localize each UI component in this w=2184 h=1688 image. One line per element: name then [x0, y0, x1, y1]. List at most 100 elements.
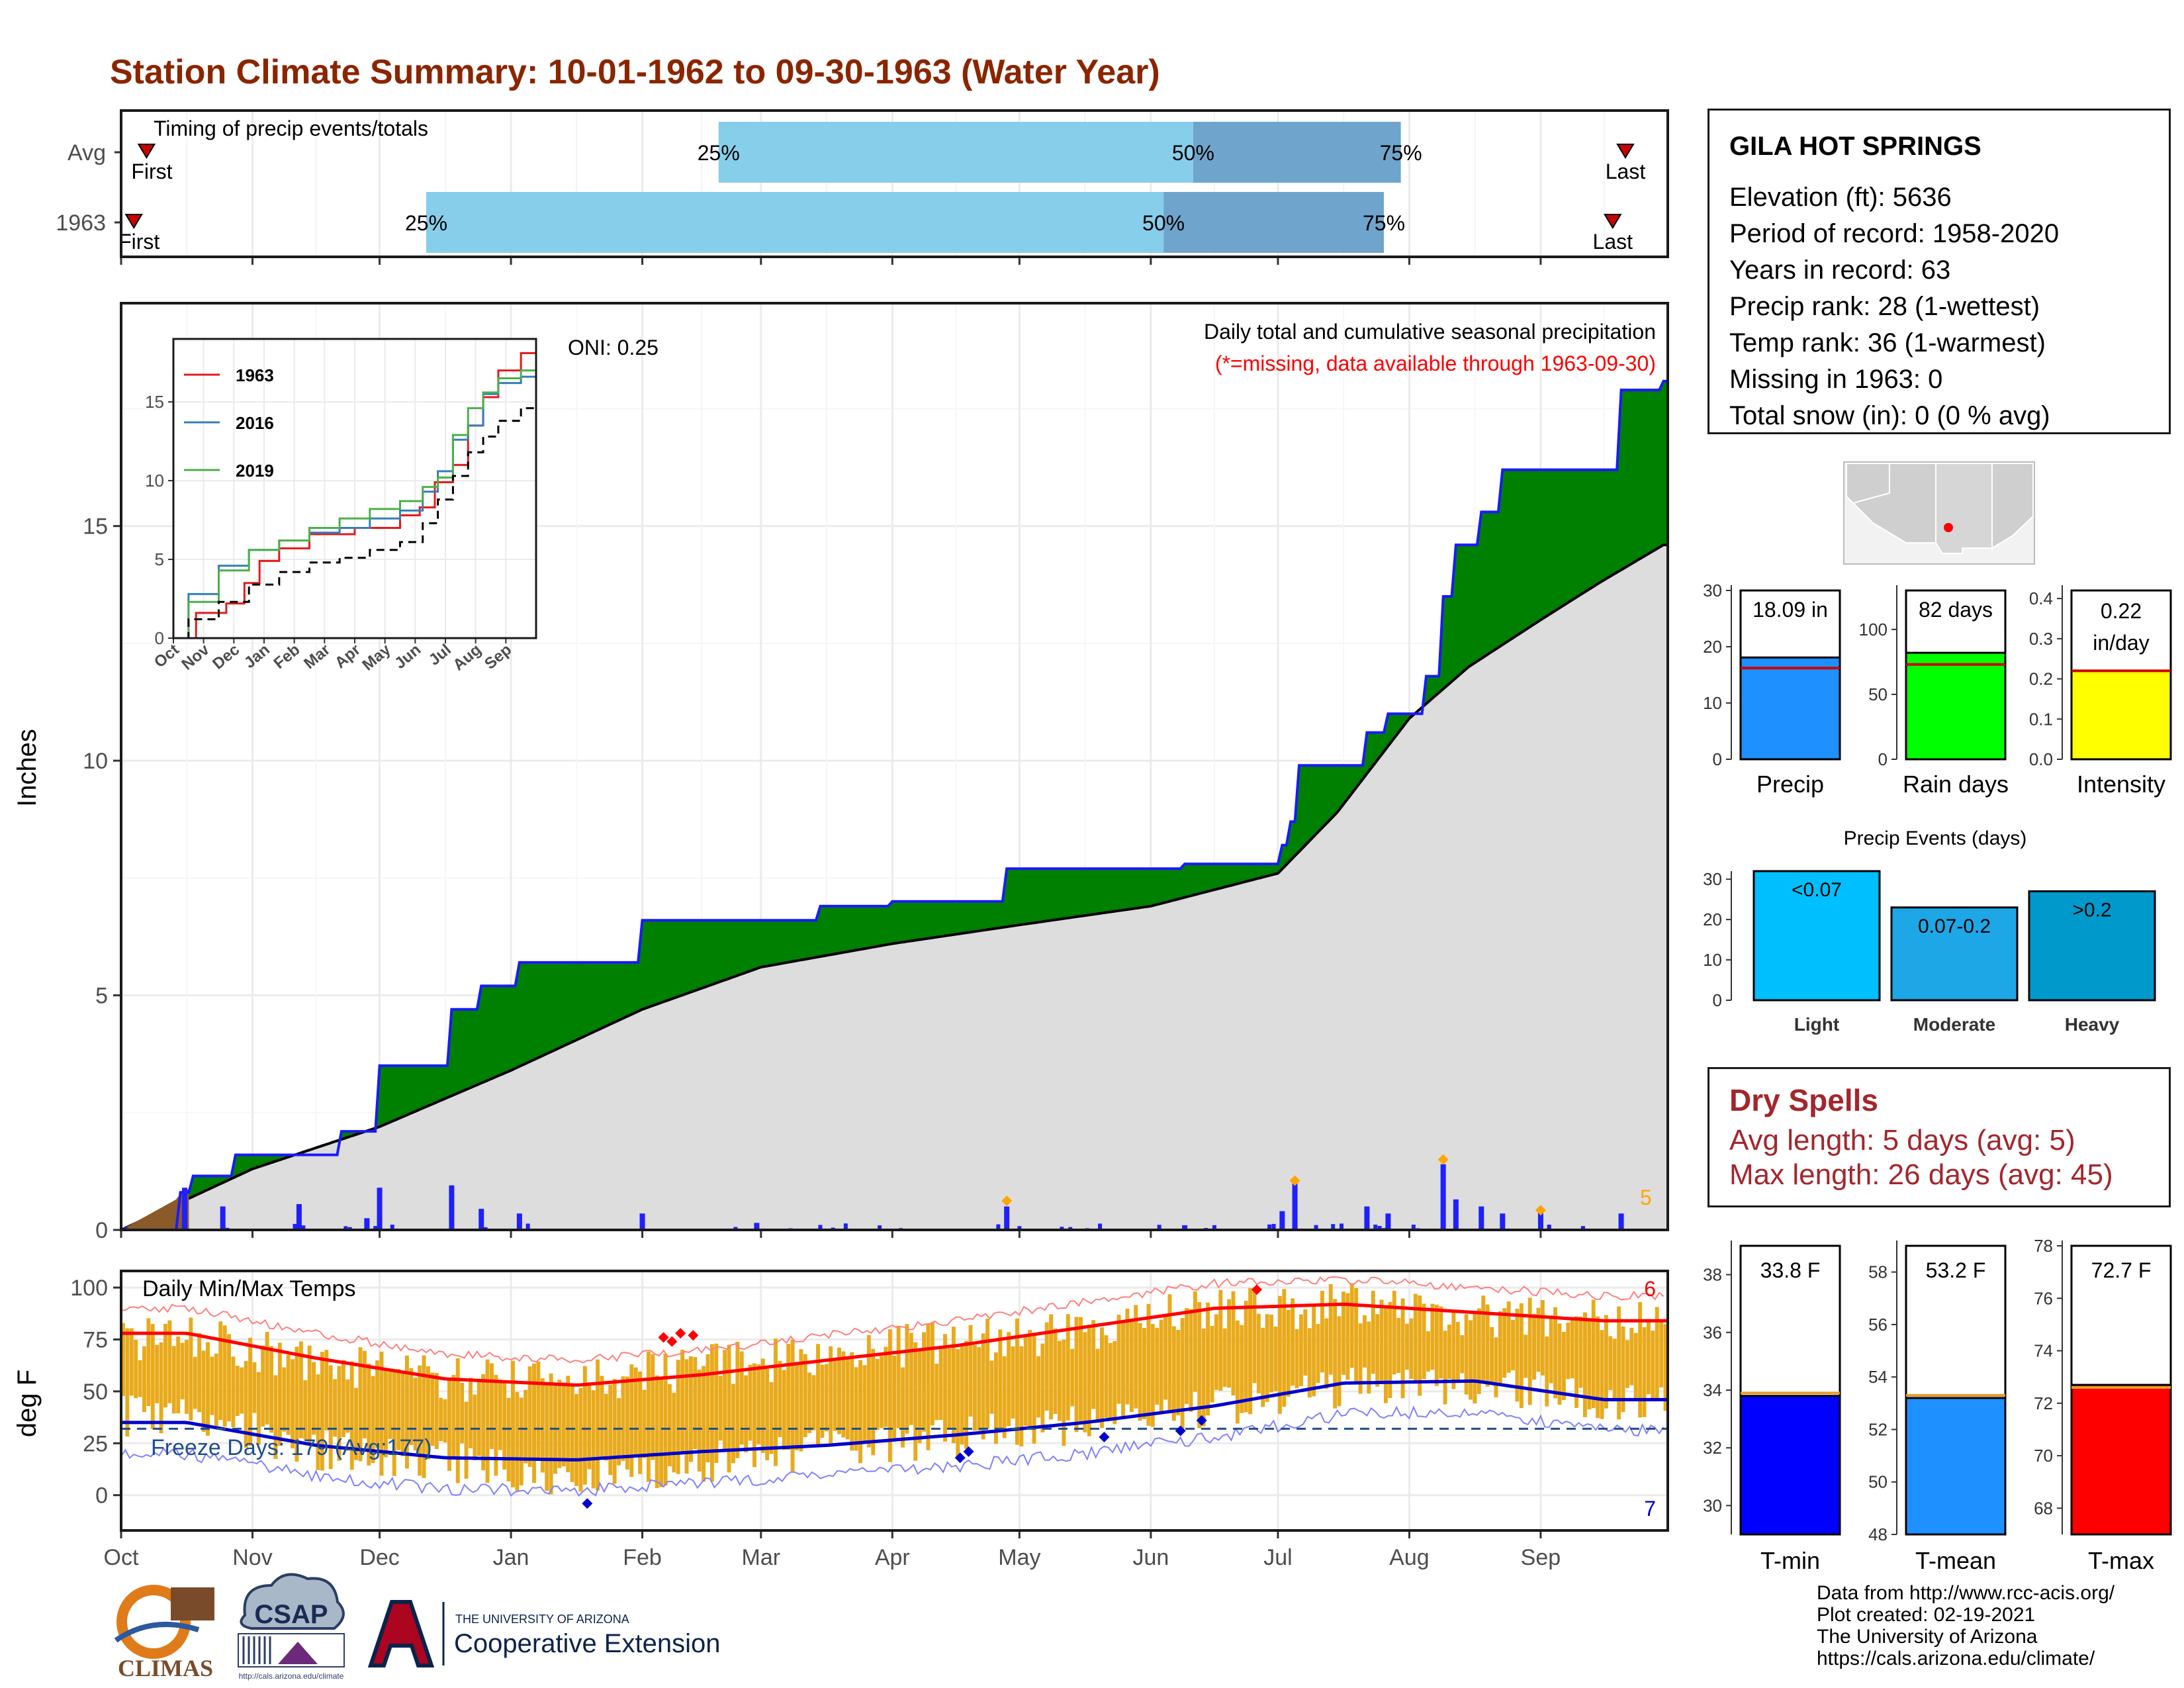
daily-temp-bar: [1180, 1318, 1185, 1430]
daily-temp-bar: [1587, 1318, 1592, 1410]
daily-temp-bar: [820, 1364, 825, 1438]
daily-temp-bar: [604, 1393, 608, 1461]
daily-temp-bar: [303, 1380, 308, 1440]
daily-temp-bar: [642, 1389, 647, 1458]
daily-precip-bar: [1068, 1227, 1073, 1230]
temp-ylabel: deg F: [13, 1370, 42, 1437]
daily-precip-bar: [1331, 1224, 1336, 1230]
daily-temp-bar: [769, 1382, 774, 1454]
daily-temp-bar: [972, 1344, 977, 1431]
daily-temp-bar: [400, 1372, 405, 1456]
daily-temp-bar: [989, 1360, 994, 1414]
daily-temp-bar: [1413, 1293, 1418, 1383]
daily-temp-bar: [709, 1344, 714, 1482]
daily-temp-bar: [561, 1382, 566, 1467]
daily-precip-bar: [1279, 1211, 1285, 1230]
daily-precip-bar: [878, 1225, 882, 1230]
daily-temp-bar: [1447, 1324, 1451, 1380]
timing-row-avg-last-label: Last: [1606, 160, 1646, 183]
month-tick-label: Jun: [1132, 1545, 1169, 1570]
inset-chart: 196320162019051015OctNovDecJanFebMarAprM…: [145, 338, 537, 675]
daily-temp-bar: [341, 1360, 345, 1437]
daily-temp-bar: [485, 1359, 490, 1483]
avg-tmin-line: [121, 1379, 1668, 1462]
daily-precip-bar: [1440, 1164, 1446, 1230]
daily-temp-bar: [1036, 1356, 1040, 1418]
daily-temp-bar: [134, 1339, 138, 1399]
record-min-line: [120, 1405, 1664, 1497]
daily-temp-bar: [811, 1375, 816, 1430]
daily-temp-bar: [1625, 1340, 1629, 1388]
daily-temp-bar: [591, 1390, 596, 1489]
daily-temp-bar: [1248, 1288, 1253, 1415]
daily-temp-bar: [824, 1364, 829, 1432]
daily-temp-bar: [1515, 1309, 1520, 1402]
events-ytick-label: 10: [1703, 950, 1722, 970]
daily-temp-bar: [557, 1380, 562, 1468]
daily-temp-bar: [901, 1367, 905, 1448]
daily-temp-bar: [1044, 1322, 1049, 1411]
daily-precip-bar: [1339, 1223, 1343, 1230]
daily-temp-bar: [447, 1380, 451, 1471]
inset-ytick-label: 15: [145, 392, 164, 412]
temp-bar-ytick-label: 68: [2034, 1498, 2053, 1518]
daily-temp-bar: [418, 1365, 422, 1476]
daily-temp-bar: [1375, 1314, 1380, 1387]
daily-temp-bar: [727, 1344, 731, 1473]
daily-temp-bar: [782, 1370, 786, 1450]
daily-temp-bar: [1113, 1340, 1117, 1425]
daily-precip-bar: [1098, 1223, 1103, 1230]
record-low-marker: [954, 1452, 966, 1464]
month-tick-label: Jan: [493, 1545, 529, 1570]
record-low-marker: [1175, 1425, 1186, 1436]
daily-temp-bar: [735, 1342, 740, 1458]
daily-temp-bar: [460, 1383, 465, 1444]
daily-temp-bar: [884, 1346, 888, 1427]
month-tick-label: Feb: [623, 1545, 662, 1570]
record-high-marker: [675, 1328, 686, 1339]
daily-precip-bar: [1453, 1199, 1459, 1230]
daily-precip-bar: [1292, 1183, 1298, 1230]
logos: CLIMAS CSAP http://cals.arizona.edu/climat…: [114, 1573, 720, 1681]
daily-temp-bar: [1392, 1290, 1396, 1375]
timing-row-avg-q2-bar: [1193, 122, 1401, 183]
daily-temp-bar: [1490, 1327, 1494, 1385]
mini-value-bar: [1905, 651, 2007, 761]
daily-temp-bar: [612, 1379, 617, 1484]
daily-temp-bar: [455, 1358, 460, 1483]
daily-temp-bar: [248, 1338, 252, 1446]
daily-temp-bar: [960, 1344, 964, 1445]
temp-bar-label: T-mean: [1915, 1547, 1996, 1574]
station-info-line: Precip rank: 28 (1-wettest): [1729, 292, 2040, 321]
daily-temp-bar: [1659, 1321, 1664, 1387]
daily-temp-bar: [803, 1354, 807, 1438]
temp-bar-label: T-min: [1760, 1547, 1820, 1574]
daily-temp-bar: [1617, 1306, 1621, 1420]
daily-temp-bar: [1608, 1336, 1613, 1390]
daily-temp-bar: [1646, 1319, 1651, 1395]
daily-temp-bar: [1053, 1328, 1058, 1415]
temp-bar-value-text: 53.2 F: [1926, 1258, 1986, 1282]
month-tick-label: Nov: [232, 1545, 272, 1570]
daily-temp-bar: [1142, 1327, 1146, 1419]
daily-temp-bar: [1443, 1331, 1447, 1405]
timing-row-avg-first-marker: [137, 144, 156, 159]
daily-temp-bar: [1596, 1316, 1600, 1419]
daily-temp-bar: [1214, 1314, 1218, 1390]
daily-temp-bar: [663, 1354, 668, 1486]
daily-temp-bar: [1324, 1318, 1329, 1389]
daily-temp-bar: [1159, 1319, 1163, 1415]
daily-precip-bar: [449, 1185, 455, 1230]
daily-temp-bar: [693, 1357, 698, 1450]
temp-bar-ytick-label: 52: [1868, 1419, 1888, 1439]
events-bar-label: >0.2: [2072, 899, 2111, 921]
daily-temp-bar: [964, 1340, 969, 1449]
record-low-marker: [1099, 1431, 1110, 1442]
daily-temp-bar: [1163, 1313, 1167, 1400]
timing-row-avg-p75-label: 75%: [1380, 141, 1422, 165]
daily-temp-bar: [1155, 1327, 1160, 1405]
daily-temp-bar: [887, 1329, 892, 1462]
timing-row-1963-q1-bar: [426, 192, 1164, 253]
daily-temp-bar: [138, 1360, 142, 1397]
mini-ytick-label: 0: [1713, 749, 1722, 769]
